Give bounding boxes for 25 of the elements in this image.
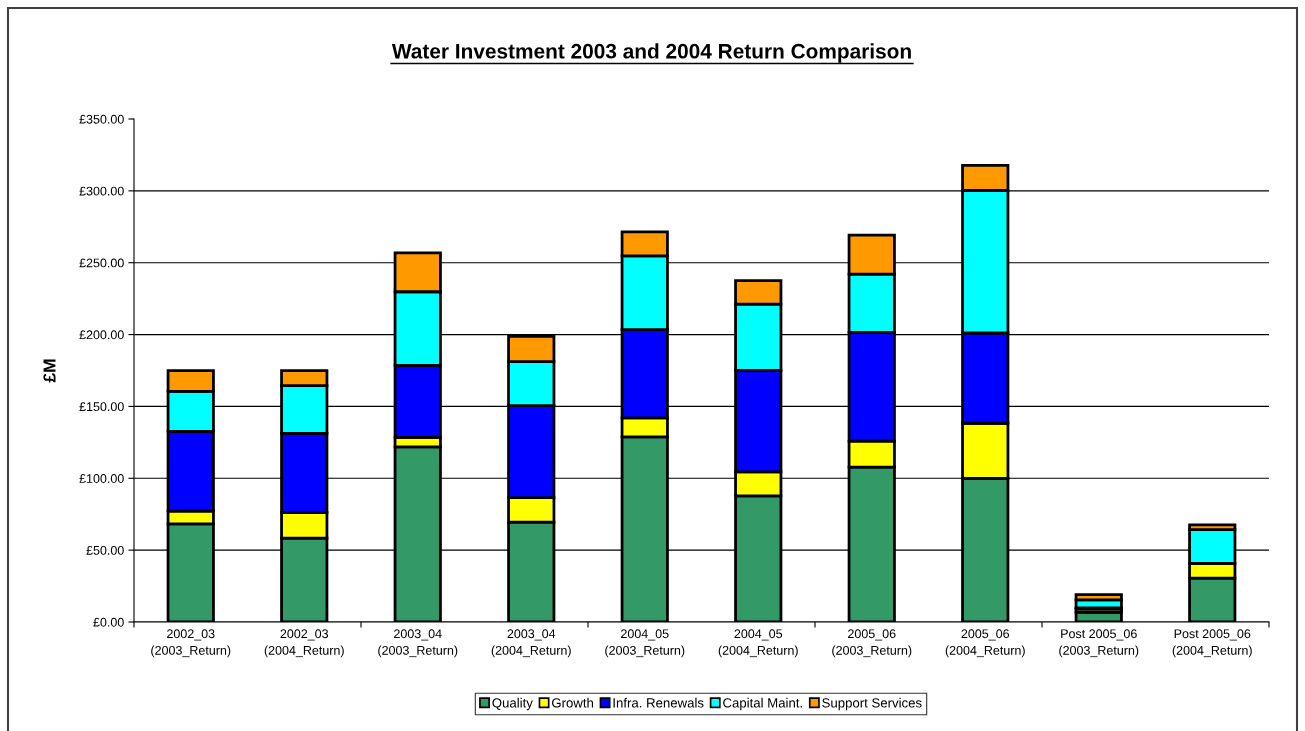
y-tick-label: £150.00 xyxy=(79,402,124,412)
x-tick-label: Post 2005_06 (2003_Return) xyxy=(1059,629,1139,658)
y-tick-label: £300.00 xyxy=(79,186,124,196)
legend-label: Growth xyxy=(552,697,594,708)
y-tick-label: £0.00 xyxy=(93,617,124,627)
x-tick-label: Post 2005_06 (2004_Return) xyxy=(1172,629,1252,658)
y-tick-label: £50.00 xyxy=(86,545,124,555)
y-axis-title: £M xyxy=(43,359,56,383)
x-tick-label: 2005_06 (2004_Return) xyxy=(945,629,1025,658)
x-tick-label: 2004_05 (2004_Return) xyxy=(718,629,798,658)
y-tick-label: £350.00 xyxy=(79,114,124,124)
legend-label: Capital Maint. xyxy=(723,697,802,711)
legend-label: Infra. Renewals xyxy=(613,697,704,708)
y-tick-label: £200.00 xyxy=(79,330,124,340)
legend-label: Quality xyxy=(492,697,533,711)
x-tick-label: 2002_03 (2004_Return) xyxy=(264,629,344,658)
y-tick-label: £100.00 xyxy=(79,474,124,483)
y-tick-label: £250.00 xyxy=(79,258,124,268)
chart-title: Water Investment 2003 and 2004 Return Comparison xyxy=(391,43,911,63)
x-tick-label: 2004_05 (2003_Return) xyxy=(605,629,685,658)
legend-label: Support Services xyxy=(822,697,922,711)
x-tick-label: 2003_04 (2004_Return) xyxy=(491,629,571,658)
x-tick-label: 2005_06 (2003_Return) xyxy=(832,629,912,658)
x-tick-label: 2003_04 (2003_Return) xyxy=(378,629,458,658)
x-tick-label: 2002_03 (2003_Return) xyxy=(151,629,231,658)
